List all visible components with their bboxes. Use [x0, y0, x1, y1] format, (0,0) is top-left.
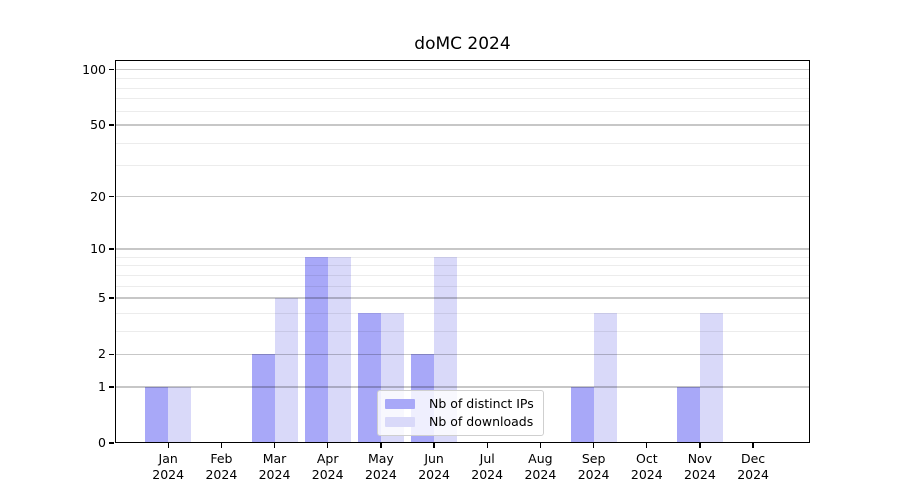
y-tick-label: 1	[98, 378, 106, 394]
y-tick-mark	[109, 442, 114, 444]
x-tick-label: Jan 2024	[152, 451, 185, 482]
legend-label-downloads: Nb of downloads	[429, 414, 534, 429]
gridline-minor	[115, 142, 810, 144]
x-tick-mark	[646, 443, 648, 448]
bar-distinct-ips-may	[357, 312, 381, 443]
x-tick-mark	[220, 443, 223, 448]
x-tick-label: May 2024	[364, 451, 397, 482]
gridline-minor	[115, 98, 810, 100]
gridline-minor	[115, 312, 810, 314]
x-tick-mark	[327, 443, 329, 448]
y-tick-mark	[109, 353, 114, 355]
x-tick-label: Apr 2024	[311, 451, 344, 482]
x-tick-mark	[167, 443, 169, 448]
gridline-minor	[115, 78, 810, 80]
legend-swatch-distinct-ips	[385, 399, 415, 409]
gridline-minor	[115, 256, 810, 258]
x-tick-mark	[433, 443, 435, 448]
y-tick-mark	[109, 196, 114, 198]
y-tick-label: 5	[98, 290, 106, 306]
legend-swatch-downloads	[385, 417, 415, 427]
y-tick-mark	[109, 386, 114, 388]
chart-title: doMC 2024	[414, 34, 511, 54]
bar-downloads-jan	[168, 386, 192, 443]
x-tick-label: Mar 2024	[258, 451, 291, 482]
bar-downloads-apr	[327, 256, 351, 443]
gridline-minor	[115, 165, 810, 167]
gridline-minor	[115, 274, 810, 276]
x-tick-mark	[380, 443, 382, 448]
gridline-major	[115, 196, 810, 198]
y-tick-mark	[109, 124, 114, 126]
x-tick-label: Oct 2024	[630, 451, 663, 482]
gridline-major	[115, 297, 810, 299]
y-tick-label: 10	[90, 241, 106, 257]
x-tick-label: Nov 2024	[683, 451, 716, 482]
bar-distinct-ips-sep	[570, 386, 594, 443]
gridline-minor	[115, 330, 810, 332]
bar-distinct-ips-nov	[676, 386, 700, 443]
x-tick-mark	[699, 443, 701, 448]
bar-distinct-ips-jan	[145, 386, 169, 443]
plot-area	[115, 60, 810, 443]
y-tick-label: 2	[98, 346, 106, 362]
x-tick-label: Feb 2024	[205, 451, 238, 482]
y-tick-mark	[109, 69, 114, 71]
gridline-major	[115, 386, 810, 388]
y-tick-mark	[109, 248, 114, 250]
x-tick-mark	[752, 443, 754, 448]
x-tick-label: Jul 2024	[471, 451, 504, 482]
legend-label-distinct-ips: Nb of distinct IPs	[429, 396, 534, 411]
gridline-major	[115, 353, 810, 355]
bar-distinct-ips-mar	[251, 354, 275, 443]
y-tick-mark	[109, 297, 114, 299]
x-tick-label: Aug 2024	[524, 451, 557, 482]
x-tick-mark	[273, 443, 276, 448]
gridline-major	[115, 69, 810, 71]
x-tick-mark	[486, 443, 488, 448]
gridline-major	[115, 248, 810, 250]
legend-entry-downloads: Nb of downloads	[385, 413, 536, 431]
y-tick-label: 50	[90, 117, 106, 132]
x-tick-label: Jun 2024	[418, 451, 450, 482]
gridline-minor	[115, 110, 810, 112]
y-tick-label: 100	[82, 61, 106, 77]
gridline-major	[115, 124, 810, 126]
y-tick-label: 0	[98, 435, 106, 450]
y-tick-label: 20	[90, 188, 106, 204]
legend: Nb of distinct IPs Nb of downloads	[377, 390, 544, 436]
x-tick-mark	[539, 443, 542, 448]
gridline-minor	[115, 285, 810, 287]
legend-entry-distinct-ips: Nb of distinct IPs	[385, 395, 536, 413]
gridline-minor	[115, 87, 810, 89]
x-tick-mark	[592, 443, 595, 448]
gridline-minor	[115, 265, 810, 267]
x-tick-label: Sep 2024	[577, 451, 610, 482]
bar-distinct-ips-apr	[304, 256, 328, 443]
bar-downloads-mar	[274, 298, 298, 443]
bar-downloads-nov	[699, 312, 723, 443]
bar-downloads-sep	[593, 312, 617, 443]
x-tick-label: Dec 2024	[737, 451, 769, 482]
